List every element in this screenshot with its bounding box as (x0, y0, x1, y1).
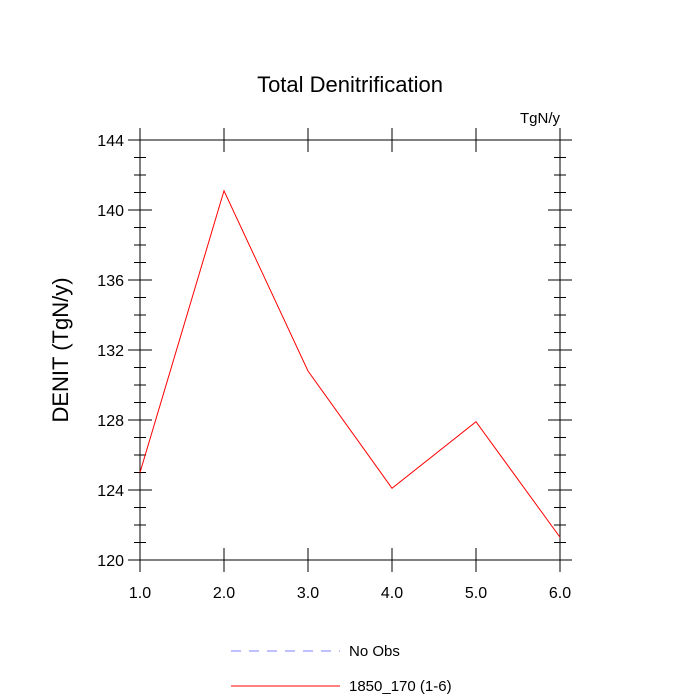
legend: No Obs 1850_170 (1-6) (231, 643, 452, 695)
legend-label: No Obs (349, 643, 400, 660)
legend-label: 1850_170 (1-6) (349, 678, 452, 695)
x-tick-label: 5.0 (465, 585, 487, 602)
y-tick-label: 140 (97, 203, 124, 220)
x-tick-label: 6.0 (549, 585, 571, 602)
x-tick-label: 1.0 (129, 585, 151, 602)
axis-tick-labels: 120 124 128 132 136 140 144 1.0 2.0 3.0 4.0 5.0 6.0 (97, 133, 571, 602)
units-label: TgN/y (520, 110, 561, 127)
y-tick-label: 120 (97, 553, 124, 570)
y-tick-label: 124 (97, 483, 124, 500)
y-axis-label: DENIT (TgN/y) (48, 277, 73, 422)
y-tick-label: 144 (97, 133, 124, 150)
x-tick-label: 4.0 (381, 585, 403, 602)
chart-title: Total Denitrification (257, 72, 443, 97)
x-tick-label: 3.0 (297, 585, 319, 602)
y-tick-label: 136 (97, 273, 124, 290)
series-line-1850-170 (139, 189, 561, 538)
series-layer (139, 189, 561, 538)
plot-frame (139, 139, 561, 561)
x-tick-label: 2.0 (213, 585, 235, 602)
axis-ticks (128, 128, 572, 572)
y-tick-label: 132 (97, 343, 124, 360)
y-tick-label: 128 (97, 413, 124, 430)
